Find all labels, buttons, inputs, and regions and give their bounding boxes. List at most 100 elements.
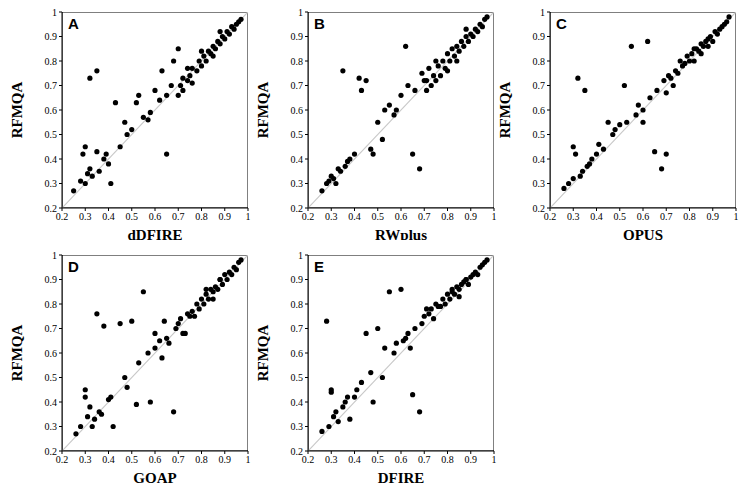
svg-text:0.6: 0.6: [533, 105, 546, 116]
svg-text:RWplus: RWplus: [375, 227, 427, 240]
svg-text:0.8: 0.8: [441, 454, 454, 465]
svg-text:0.2: 0.2: [56, 454, 69, 465]
svg-text:0.5: 0.5: [372, 454, 385, 465]
svg-text:0.9: 0.9: [707, 211, 720, 222]
svg-text:0.2: 0.2: [45, 203, 58, 214]
svg-text:1: 1: [246, 454, 251, 465]
svg-text:0.2: 0.2: [544, 211, 557, 222]
svg-text:0.8: 0.8: [45, 56, 58, 67]
svg-text:0.9: 0.9: [291, 274, 304, 285]
svg-text:0.6: 0.6: [45, 105, 58, 116]
svg-text:1: 1: [492, 454, 497, 465]
svg-text:0.2: 0.2: [533, 203, 546, 214]
svg-text:0.6: 0.6: [395, 211, 408, 222]
svg-text:0.4: 0.4: [102, 454, 115, 465]
svg-text:0.5: 0.5: [372, 211, 385, 222]
svg-text:0.6: 0.6: [149, 454, 162, 465]
html-text:RFMQA: RFMQA: [254, 81, 271, 139]
svg-text:0.5: 0.5: [614, 211, 627, 222]
svg-text:0.3: 0.3: [79, 454, 92, 465]
svg-text:1: 1: [298, 8, 303, 18]
svg-text:0.6: 0.6: [149, 211, 162, 222]
svg-text:1: 1: [52, 251, 57, 261]
svg-text:0.8: 0.8: [683, 211, 696, 222]
svg-text:0.8: 0.8: [45, 299, 58, 310]
svg-text:1: 1: [492, 211, 497, 222]
svg-text:0.2: 0.2: [302, 211, 315, 222]
svg-text:0.3: 0.3: [45, 178, 58, 189]
svg-text:0.4: 0.4: [348, 454, 361, 465]
svg-text:0.5: 0.5: [126, 454, 139, 465]
svg-text:0.8: 0.8: [195, 211, 208, 222]
svg-text:0.4: 0.4: [590, 211, 603, 222]
svg-text:0.9: 0.9: [465, 211, 478, 222]
svg-text:0.3: 0.3: [79, 211, 92, 222]
svg-text:0.2: 0.2: [45, 446, 58, 457]
svg-text:0.8: 0.8: [441, 211, 454, 222]
svg-text:0.8: 0.8: [291, 56, 304, 67]
svg-text:0.3: 0.3: [325, 211, 338, 222]
html-text:RFMQA: RFMQA: [496, 81, 513, 139]
svg-text:0.3: 0.3: [291, 421, 304, 432]
svg-text:0.2: 0.2: [291, 203, 304, 214]
svg-text:0.9: 0.9: [45, 31, 58, 42]
svg-text:0.6: 0.6: [637, 211, 650, 222]
html-text:RFMQA: RFMQA: [8, 81, 25, 139]
svg-text:1: 1: [540, 8, 545, 18]
svg-text:0.3: 0.3: [45, 421, 58, 432]
svg-text:0.5: 0.5: [45, 372, 58, 383]
svg-text:0.8: 0.8: [533, 56, 546, 67]
svg-text:0.9: 0.9: [45, 274, 58, 285]
svg-text:1: 1: [298, 251, 303, 261]
svg-text:0.3: 0.3: [567, 211, 580, 222]
svg-text:OPUS: OPUS: [623, 227, 663, 240]
svg-text:1: 1: [734, 211, 739, 222]
svg-text:0.5: 0.5: [45, 129, 58, 140]
svg-text:0.4: 0.4: [45, 397, 58, 408]
svg-text:dDFIRE: dDFIRE: [127, 227, 182, 240]
svg-text:0.9: 0.9: [219, 211, 232, 222]
svg-text:0.7: 0.7: [172, 211, 185, 222]
svg-text:0.7: 0.7: [291, 80, 304, 91]
svg-text:0.7: 0.7: [45, 80, 58, 91]
svg-text:0.4: 0.4: [291, 397, 304, 408]
svg-text:0.6: 0.6: [291, 348, 304, 359]
svg-text:0.7: 0.7: [172, 454, 185, 465]
svg-text:0.3: 0.3: [291, 178, 304, 189]
svg-text:0.8: 0.8: [195, 454, 208, 465]
svg-text:0.5: 0.5: [291, 372, 304, 383]
svg-text:0.2: 0.2: [302, 454, 315, 465]
svg-text:0.2: 0.2: [56, 211, 69, 222]
svg-text:DFIRE: DFIRE: [378, 470, 425, 483]
svg-text:0.5: 0.5: [533, 129, 546, 140]
svg-text:0.9: 0.9: [533, 31, 546, 42]
svg-text:0.7: 0.7: [45, 323, 58, 334]
svg-text:0.9: 0.9: [219, 454, 232, 465]
svg-text:0.4: 0.4: [533, 154, 546, 165]
svg-text:0.7: 0.7: [418, 454, 431, 465]
svg-text:0.7: 0.7: [660, 211, 673, 222]
svg-text:1: 1: [246, 211, 251, 222]
svg-text:0.7: 0.7: [418, 211, 431, 222]
svg-text:0.4: 0.4: [291, 154, 304, 165]
svg-text:0.6: 0.6: [291, 105, 304, 116]
svg-text:0.8: 0.8: [291, 299, 304, 310]
svg-text:0.9: 0.9: [291, 31, 304, 42]
svg-text:0.3: 0.3: [325, 454, 338, 465]
svg-text:0.4: 0.4: [102, 211, 115, 222]
svg-text:0.4: 0.4: [348, 211, 361, 222]
svg-text:0.5: 0.5: [291, 129, 304, 140]
svg-text:GOAP: GOAP: [133, 470, 176, 483]
svg-text:0.7: 0.7: [533, 80, 546, 91]
svg-text:0.9: 0.9: [465, 454, 478, 465]
svg-text:0.4: 0.4: [45, 154, 58, 165]
svg-text:0.7: 0.7: [291, 323, 304, 334]
svg-text:0.2: 0.2: [291, 446, 304, 457]
html-text:RFMQA: RFMQA: [254, 324, 271, 382]
svg-text:0.6: 0.6: [395, 454, 408, 465]
html-text:RFMQA: RFMQA: [8, 324, 25, 382]
svg-text:0.3: 0.3: [533, 178, 546, 189]
svg-text:0.6: 0.6: [45, 348, 58, 359]
svg-text:1: 1: [52, 8, 57, 18]
svg-text:0.5: 0.5: [126, 211, 139, 222]
